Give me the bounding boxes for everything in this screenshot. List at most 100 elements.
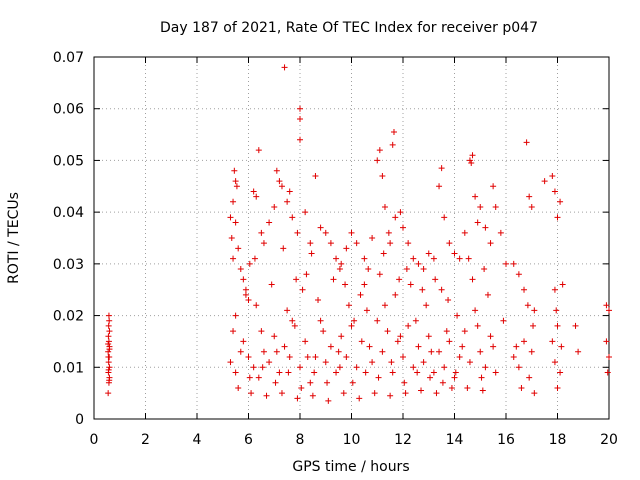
- y-tick-label: 0: [75, 412, 84, 428]
- data-point: [327, 343, 334, 350]
- data-point: [271, 203, 278, 210]
- data-point: [276, 178, 283, 185]
- data-point: [528, 348, 535, 355]
- y-tick-label: 0.02: [53, 309, 84, 325]
- data-point: [322, 359, 329, 366]
- data-point: [392, 291, 399, 298]
- data-point: [439, 379, 446, 386]
- data-point: [106, 328, 113, 335]
- data-point: [242, 286, 249, 293]
- data-point: [289, 317, 296, 324]
- data-point: [105, 359, 112, 366]
- data-point: [255, 374, 262, 381]
- data-point: [405, 322, 412, 329]
- data-point: [281, 64, 288, 71]
- data-point: [278, 390, 285, 397]
- data-point: [554, 322, 561, 329]
- data-point: [322, 229, 329, 236]
- data-point: [559, 281, 566, 288]
- data-point: [481, 266, 488, 273]
- data-point: [388, 359, 395, 366]
- data-point: [575, 348, 582, 355]
- data-point: [387, 240, 394, 247]
- data-point: [478, 374, 485, 381]
- data-point: [345, 302, 352, 309]
- data-point: [492, 369, 499, 376]
- data-point: [482, 224, 489, 231]
- data-point: [106, 377, 113, 384]
- data-point: [227, 359, 234, 366]
- data-point: [510, 353, 517, 360]
- data-point: [379, 348, 386, 355]
- data-point: [246, 374, 253, 381]
- data-point: [405, 240, 412, 247]
- data-point: [606, 353, 612, 360]
- data-point: [293, 276, 300, 283]
- data-point: [242, 291, 249, 298]
- data-point: [443, 328, 450, 335]
- data-point: [361, 281, 368, 288]
- data-point: [291, 322, 298, 329]
- data-point: [324, 379, 331, 386]
- data-point: [338, 260, 345, 267]
- data-point: [258, 328, 265, 335]
- data-point: [492, 203, 499, 210]
- data-point: [436, 348, 443, 355]
- data-point: [317, 224, 324, 231]
- axis-ticks: [93, 56, 610, 420]
- data-point: [363, 307, 370, 314]
- data-point: [311, 369, 318, 376]
- y-tick-label: 0.01: [53, 360, 84, 376]
- data-point: [276, 369, 283, 376]
- data-point: [280, 245, 287, 252]
- data-point: [251, 255, 258, 262]
- data-point: [258, 229, 265, 236]
- data-point: [401, 379, 408, 386]
- data-point: [487, 240, 494, 247]
- data-point: [400, 353, 406, 360]
- chart-title: Day 187 of 2021, Rate Of TEC Index for r…: [160, 20, 538, 36]
- data-point: [351, 317, 358, 324]
- data-point: [312, 353, 319, 360]
- data-point: [255, 147, 262, 154]
- data-point: [521, 338, 528, 345]
- data-point: [558, 343, 565, 350]
- data-point: [423, 302, 430, 309]
- data-point: [299, 286, 306, 293]
- x-tick-label: 20: [600, 432, 618, 448]
- data-point: [436, 183, 443, 190]
- data-point: [461, 328, 468, 335]
- data-point: [376, 147, 383, 154]
- data-point: [415, 260, 422, 267]
- data-point: [369, 235, 376, 241]
- data-point: [445, 297, 452, 304]
- data-point: [410, 255, 417, 262]
- data-point: [497, 229, 504, 236]
- data-point: [297, 364, 303, 371]
- data-point: [250, 364, 257, 371]
- x-axis-label: GPS time / hours: [292, 459, 409, 475]
- x-tick-label: 6: [244, 432, 253, 448]
- data-point: [312, 172, 319, 179]
- data-point: [330, 276, 337, 283]
- data-point: [604, 369, 611, 376]
- data-point: [551, 286, 558, 293]
- data-point: [482, 364, 489, 371]
- data-point: [503, 260, 509, 267]
- data-point: [374, 317, 381, 324]
- data-point: [315, 297, 322, 304]
- data-point: [474, 322, 481, 329]
- data-point: [356, 395, 363, 402]
- data-point: [515, 364, 522, 371]
- data-point: [390, 128, 397, 135]
- data-point: [348, 322, 355, 329]
- data-point: [286, 353, 293, 360]
- data-point: [307, 379, 314, 386]
- data-point: [490, 183, 497, 190]
- data-point: [105, 353, 112, 360]
- data-point: [466, 157, 473, 164]
- data-point: [603, 338, 610, 345]
- data-point: [402, 390, 409, 397]
- data-point: [392, 214, 399, 221]
- data-point: [237, 266, 244, 273]
